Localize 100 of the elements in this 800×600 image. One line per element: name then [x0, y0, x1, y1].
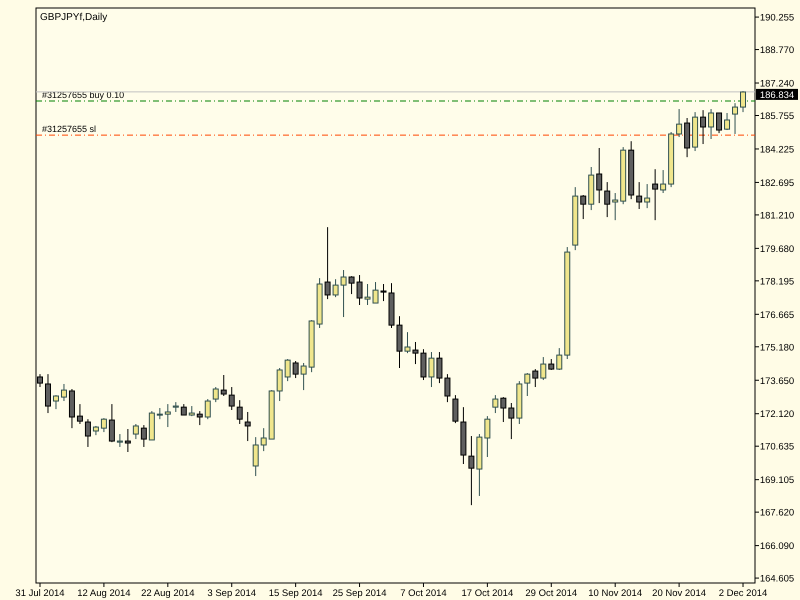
candlestick — [532, 368, 538, 388]
x-tick-label: 15 Sep 2014 — [268, 588, 323, 599]
candlestick — [84, 418, 91, 448]
x-tick-label: 10 Nov 2014 — [588, 588, 642, 599]
candlestick — [196, 410, 203, 426]
candlestick — [284, 358, 291, 382]
candlestick — [260, 428, 267, 452]
y-tick-label: 181.210 — [760, 210, 794, 222]
x-tick-label: 2 Dec 2014 — [718, 588, 768, 599]
candlestick — [124, 428, 131, 452]
candlestick — [732, 102, 738, 134]
y-tick-label: 167.620 — [760, 508, 794, 519]
candlestick — [420, 348, 426, 381]
chart-title: GBPJPYf,Daily — [40, 12, 108, 23]
candlestick — [300, 362, 307, 391]
candlestick — [508, 402, 514, 440]
candlestick — [292, 360, 299, 379]
y-tick-label: 166.090 — [760, 541, 794, 552]
candlestick — [612, 192, 618, 221]
candlestick — [92, 425, 99, 436]
candlestick — [492, 394, 498, 414]
y-tick-label: 182.695 — [760, 178, 794, 189]
y-tick-label: 172.120 — [760, 409, 794, 420]
ref-line-label: #31257655 sl — [42, 124, 96, 134]
candlestick — [452, 394, 458, 424]
candlestick — [188, 406, 195, 417]
candlestick — [252, 436, 259, 477]
candlestick — [500, 396, 506, 423]
x-tick-label: 7 Oct 2014 — [400, 588, 447, 599]
candlestick — [436, 352, 442, 384]
candlestick — [44, 374, 51, 414]
y-tick-label: 175.180 — [760, 342, 794, 354]
candlestick — [428, 352, 434, 388]
x-tick-label: 12 Aug 2014 — [77, 588, 131, 599]
y-tick-label: 187.240 — [760, 78, 794, 90]
candlestick — [636, 182, 642, 210]
x-tick-label: 31 Jul 2014 — [15, 588, 65, 599]
candlestick — [100, 418, 107, 433]
candlestick — [716, 112, 722, 134]
candlestick — [228, 386, 235, 410]
y-tick-label: 164.605 — [760, 574, 794, 585]
candlestick — [140, 424, 147, 448]
x-tick-label: 20 Nov 2014 — [652, 588, 706, 599]
candlestick — [540, 356, 546, 381]
candlestick — [156, 408, 163, 420]
candlestick — [740, 90, 746, 113]
candlestick — [596, 147, 602, 204]
candlestick — [644, 184, 650, 209]
x-tick-label: 25 Sep 2014 — [332, 588, 386, 599]
candlestick — [52, 394, 59, 410]
candlestick — [132, 423, 139, 440]
y-tick-label: 170.635 — [760, 442, 794, 453]
candlestick — [356, 274, 363, 306]
y-tick-label: 188.770 — [760, 45, 794, 56]
candlestick — [580, 194, 586, 220]
candlestick — [444, 374, 450, 403]
candlestick — [76, 404, 83, 424]
candlestick — [348, 276, 355, 295]
candlestick — [524, 372, 530, 396]
x-tick-label: 22 Aug 2014 — [141, 588, 194, 599]
candlestick — [556, 348, 562, 370]
y-tick-label: 178.195 — [760, 276, 794, 288]
y-tick-label: 190.255 — [760, 12, 794, 24]
candlestick — [116, 434, 123, 448]
candlestick — [172, 402, 179, 412]
candlestick — [332, 278, 339, 298]
candlestick — [244, 411, 251, 442]
y-tick-label: 169.105 — [760, 475, 794, 486]
candlestick — [660, 170, 666, 194]
candlestick — [700, 110, 706, 145]
x-tick-label: 3 Sep 2014 — [207, 588, 256, 599]
candlestick — [412, 341, 418, 365]
candlestick — [324, 226, 331, 300]
candlestick — [380, 284, 387, 302]
ref-line-label: #31257655 buy 0.10 — [42, 90, 124, 100]
candlestick — [60, 383, 67, 402]
candlestick — [404, 332, 410, 354]
candlestick — [364, 284, 371, 306]
y-tick-label: 185.755 — [760, 111, 794, 122]
candlestick — [276, 368, 283, 402]
candlestick — [604, 182, 610, 218]
candlestick — [708, 108, 714, 140]
x-tick-label: 29 Oct 2014 — [525, 588, 578, 599]
candlestick — [372, 282, 379, 304]
y-tick-label: 179.680 — [760, 244, 794, 255]
candlestick — [212, 386, 219, 403]
candlestick — [468, 436, 474, 506]
candlestick — [204, 398, 211, 420]
y-tick-label: 173.650 — [760, 376, 794, 387]
y-tick-label: 184.225 — [760, 144, 794, 156]
candlestick — [164, 404, 171, 428]
candlestick — [652, 168, 658, 221]
y-tick-label: 176.665 — [760, 310, 794, 321]
candlestick — [180, 404, 187, 416]
ref-line-label: 186.834 — [760, 90, 794, 101]
candlestick — [236, 400, 243, 424]
candlestick — [724, 112, 730, 131]
candlestick — [340, 270, 347, 318]
candlestick — [676, 108, 682, 138]
candlestick — [220, 374, 227, 396]
